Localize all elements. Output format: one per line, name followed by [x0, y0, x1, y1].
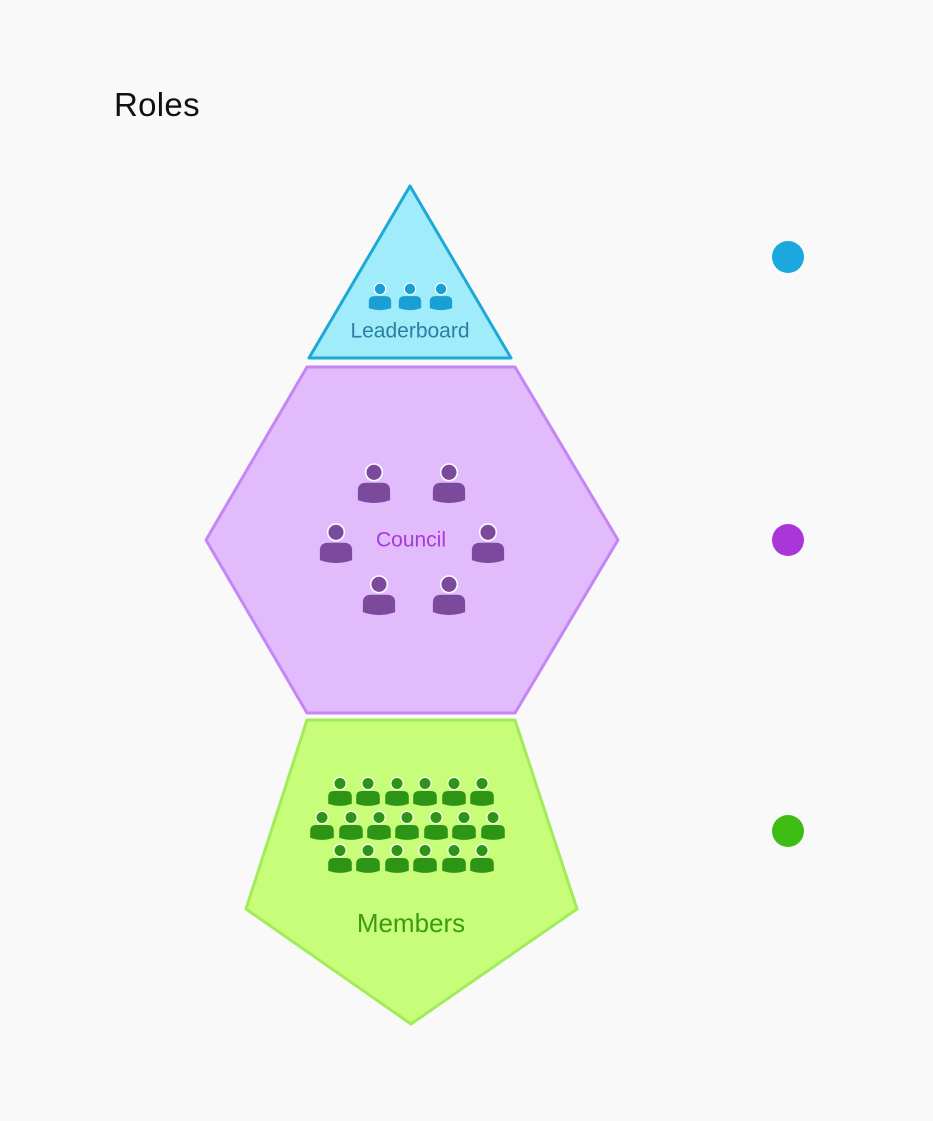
- members-legend-dot: [772, 815, 804, 847]
- person-icon: [319, 523, 353, 563]
- person-icon: [481, 810, 505, 840]
- person-icon: [356, 843, 380, 873]
- person-icon: [385, 776, 409, 806]
- person-icon: [362, 575, 396, 615]
- council-label: Council: [376, 529, 446, 552]
- person-icon: [442, 776, 466, 806]
- person-icon: [310, 810, 334, 840]
- person-icon: [356, 776, 380, 806]
- leaderboard-label: Leaderboard: [350, 320, 469, 343]
- person-icon: [398, 282, 422, 311]
- members-members-icons: [310, 776, 505, 873]
- role-leaderboard[interactable]: Leaderboard: [307, 184, 513, 360]
- council-legend-dot: [772, 524, 804, 556]
- person-icon: [432, 575, 466, 615]
- members-shape: [244, 718, 579, 1026]
- person-icon: [357, 463, 391, 503]
- person-icon: [429, 282, 453, 311]
- person-icon: [385, 843, 409, 873]
- leaderboard-shape: [307, 184, 513, 360]
- person-icon: [471, 523, 505, 563]
- person-icon: [367, 810, 391, 840]
- council-shape: [204, 365, 620, 715]
- person-icon: [442, 843, 466, 873]
- person-icon: [424, 810, 448, 840]
- person-icon: [395, 810, 419, 840]
- person-icon: [470, 776, 494, 806]
- person-icon: [432, 463, 466, 503]
- person-icon: [368, 282, 392, 311]
- leaderboard-members-icons: [368, 282, 453, 311]
- person-icon: [470, 843, 494, 873]
- council-members-icons: [319, 463, 505, 615]
- role-members[interactable]: Members: [244, 718, 579, 1026]
- person-icon: [413, 843, 437, 873]
- person-icon: [328, 776, 352, 806]
- leaderboard-legend-dot: [772, 241, 804, 273]
- person-icon: [339, 810, 363, 840]
- person-icon: [452, 810, 476, 840]
- person-icon: [413, 776, 437, 806]
- members-label: Members: [357, 908, 465, 938]
- role-council[interactable]: Council: [204, 365, 620, 715]
- person-icon: [328, 843, 352, 873]
- page-title: Roles: [114, 86, 200, 123]
